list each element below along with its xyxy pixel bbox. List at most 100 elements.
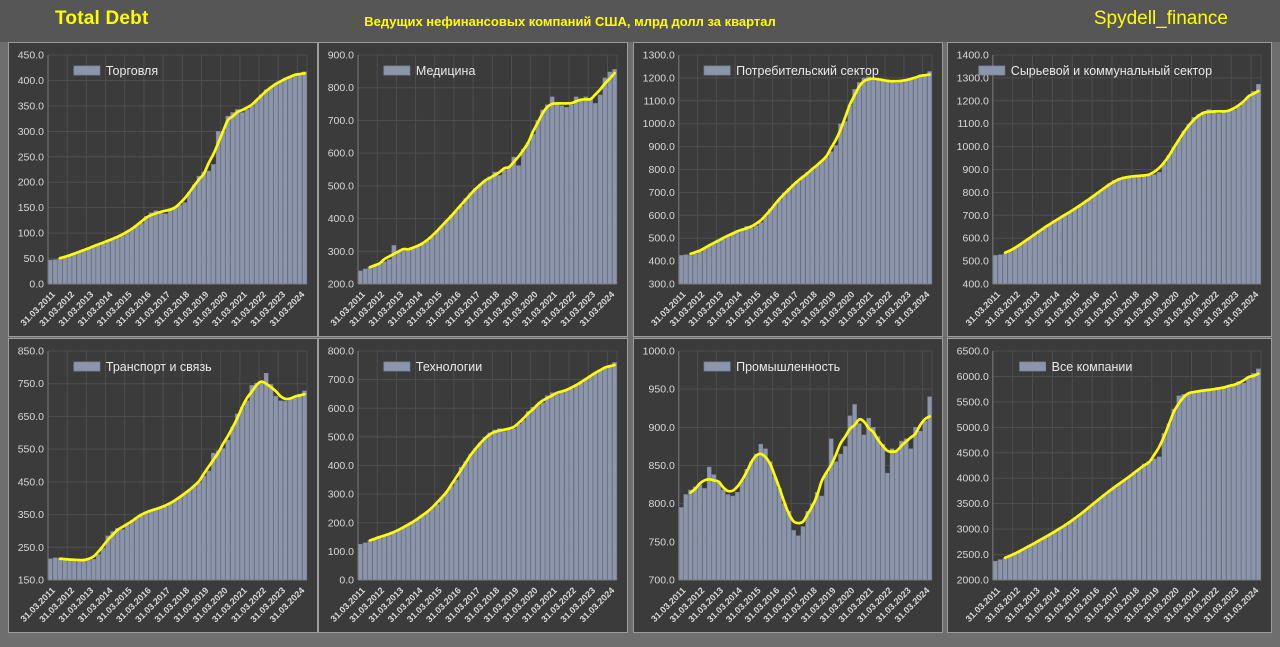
trend-line bbox=[1003, 372, 1260, 560]
legend: Транспорт и связь bbox=[73, 360, 212, 374]
svg-text:250.0: 250.0 bbox=[18, 542, 44, 554]
svg-text:350.0: 350.0 bbox=[18, 100, 44, 112]
svg-text:1400.0: 1400.0 bbox=[957, 50, 989, 62]
x-axis-labels: 31.03.201131.03.201231.03.201331.03.2014… bbox=[19, 585, 307, 624]
svg-text:700.0: 700.0 bbox=[963, 210, 989, 222]
svg-text:650.0: 650.0 bbox=[18, 411, 44, 423]
chart-panel-4: 400.0 500.0 600.0 700.0 800.0 900.0 1000.0 1100… bbox=[947, 42, 1272, 337]
svg-text:600.0: 600.0 bbox=[649, 210, 675, 222]
y-axis-labels: 0.0 50.0 100.0 150.0 200.0 250.0 300.0 350.0 400… bbox=[18, 50, 44, 291]
svg-text:1000.0: 1000.0 bbox=[957, 141, 989, 153]
axis-lines bbox=[47, 55, 307, 285]
legend: Промышленность bbox=[703, 360, 840, 374]
svg-text:700.0: 700.0 bbox=[649, 187, 675, 199]
svg-text:100.0: 100.0 bbox=[18, 228, 44, 240]
x-axis-labels: 31.03.201131.03.201231.03.201331.03.2014… bbox=[329, 289, 617, 328]
svg-text:6000.0: 6000.0 bbox=[957, 371, 989, 383]
gridlines bbox=[678, 54, 933, 285]
legend: Медицина bbox=[383, 64, 476, 78]
gridlines bbox=[992, 350, 1262, 581]
svg-text:800.0: 800.0 bbox=[649, 498, 675, 510]
axis-lines bbox=[357, 55, 617, 285]
legend-label: Потребительский сектор bbox=[736, 64, 879, 78]
svg-text:500.0: 500.0 bbox=[649, 233, 675, 245]
svg-text:4500.0: 4500.0 bbox=[957, 447, 989, 459]
svg-text:150.0: 150.0 bbox=[18, 202, 44, 214]
bars-series bbox=[992, 368, 1261, 581]
gridlines bbox=[992, 54, 1262, 285]
legend-label: Технологии bbox=[416, 360, 482, 374]
svg-text:450.0: 450.0 bbox=[18, 50, 44, 62]
bars-series bbox=[678, 396, 932, 581]
legend-swatch bbox=[978, 65, 1006, 76]
svg-text:700.0: 700.0 bbox=[328, 115, 354, 127]
header: Total Debt Ведущих нефинансовых компаний… bbox=[0, 0, 1280, 42]
axis-lines bbox=[678, 351, 932, 581]
svg-text:850.0: 850.0 bbox=[18, 346, 44, 358]
axis-lines bbox=[992, 55, 1261, 285]
page-title: Total Debt bbox=[55, 8, 149, 29]
svg-text:0.0: 0.0 bbox=[339, 575, 354, 587]
svg-text:400.0: 400.0 bbox=[18, 75, 44, 87]
svg-text:300.0: 300.0 bbox=[18, 126, 44, 138]
svg-text:200.0: 200.0 bbox=[328, 279, 354, 291]
x-axis-labels: 31.03.201131.03.201231.03.201331.03.2014… bbox=[964, 585, 1261, 624]
svg-text:800.0: 800.0 bbox=[328, 346, 354, 358]
legend: Технологии bbox=[383, 360, 482, 374]
chart-panel-3: 300.0 400.0 500.0 600.0 700.0 800.0 900.0 1000.… bbox=[633, 42, 943, 337]
gridlines bbox=[47, 54, 308, 285]
chart-canvas: 700.0 750.0 800.0 850.0 900.0 950.0 1000.0 31.0… bbox=[643, 346, 933, 624]
svg-text:1200.0: 1200.0 bbox=[957, 95, 989, 107]
legend-swatch bbox=[383, 361, 411, 372]
svg-text:500.0: 500.0 bbox=[328, 180, 354, 192]
svg-text:3500.0: 3500.0 bbox=[957, 498, 989, 510]
svg-text:400.0: 400.0 bbox=[328, 213, 354, 225]
y-axis-labels: 700.0 750.0 800.0 850.0 900.0 950.0 1000.0 bbox=[643, 346, 675, 587]
svg-text:0.0: 0.0 bbox=[29, 279, 44, 291]
watermark-label: Spydell_finance bbox=[1093, 8, 1228, 29]
chart-panel-2: 200.0 300.0 400.0 500.0 600.0 700.0 800.0 900.0… bbox=[318, 42, 628, 337]
chart-canvas: 0.0 100.0 200.0 300.0 400.0 500.0 600.0 700.0 80… bbox=[328, 346, 618, 624]
trend-line bbox=[1003, 89, 1260, 254]
x-axis-labels: 31.03.201131.03.201231.03.201331.03.2014… bbox=[649, 289, 931, 328]
charts-grid: 0.0 50.0 100.0 150.0 200.0 250.0 300.0 350.0 400… bbox=[8, 42, 1272, 634]
legend: Все компании bbox=[1019, 360, 1132, 374]
svg-text:850.0: 850.0 bbox=[649, 460, 675, 472]
gridlines bbox=[678, 350, 933, 581]
trend-line bbox=[58, 380, 306, 562]
chart-canvas: 200.0 300.0 400.0 500.0 600.0 700.0 800.0 900.0… bbox=[328, 50, 618, 328]
page-subtitle: Ведущих нефинансовых компаний США, млрд … bbox=[364, 14, 776, 29]
chart-panel-6: 0.0 100.0 200.0 300.0 400.0 500.0 600.0 700.0 80… bbox=[318, 338, 628, 633]
svg-text:400.0: 400.0 bbox=[963, 279, 989, 291]
bars-series bbox=[992, 84, 1261, 285]
svg-text:600.0: 600.0 bbox=[963, 233, 989, 245]
legend-swatch bbox=[1019, 361, 1047, 372]
svg-text:200.0: 200.0 bbox=[328, 517, 354, 529]
axis-lines bbox=[992, 351, 1261, 581]
svg-text:900.0: 900.0 bbox=[649, 422, 675, 434]
legend-label: Медицина bbox=[416, 64, 476, 78]
svg-text:1300.0: 1300.0 bbox=[957, 72, 989, 84]
bars-series bbox=[678, 71, 932, 285]
svg-text:400.0: 400.0 bbox=[649, 256, 675, 268]
svg-text:50.0: 50.0 bbox=[24, 253, 45, 265]
trend-line bbox=[58, 71, 306, 260]
legend-swatch bbox=[703, 361, 731, 372]
svg-text:100.0: 100.0 bbox=[328, 546, 354, 558]
svg-text:800.0: 800.0 bbox=[649, 164, 675, 176]
svg-text:6500.0: 6500.0 bbox=[957, 346, 989, 358]
axis-lines bbox=[47, 351, 307, 581]
svg-text:600.0: 600.0 bbox=[328, 403, 354, 415]
y-axis-labels: 2000.0 2500.0 3000.0 3500.0 4000.0 4500.0 5000… bbox=[957, 346, 989, 587]
svg-text:700.0: 700.0 bbox=[649, 575, 675, 587]
legend-label: Торговля bbox=[106, 64, 158, 78]
legend-swatch bbox=[703, 65, 731, 76]
svg-text:300.0: 300.0 bbox=[328, 246, 354, 258]
bars-series bbox=[358, 362, 617, 581]
svg-text:150.0: 150.0 bbox=[18, 575, 44, 587]
bars-series bbox=[48, 373, 307, 581]
trend-line bbox=[689, 415, 932, 525]
svg-text:5000.0: 5000.0 bbox=[957, 422, 989, 434]
svg-text:900.0: 900.0 bbox=[963, 164, 989, 176]
chart-canvas: 300.0 400.0 500.0 600.0 700.0 800.0 900.0 1000.… bbox=[643, 50, 933, 328]
